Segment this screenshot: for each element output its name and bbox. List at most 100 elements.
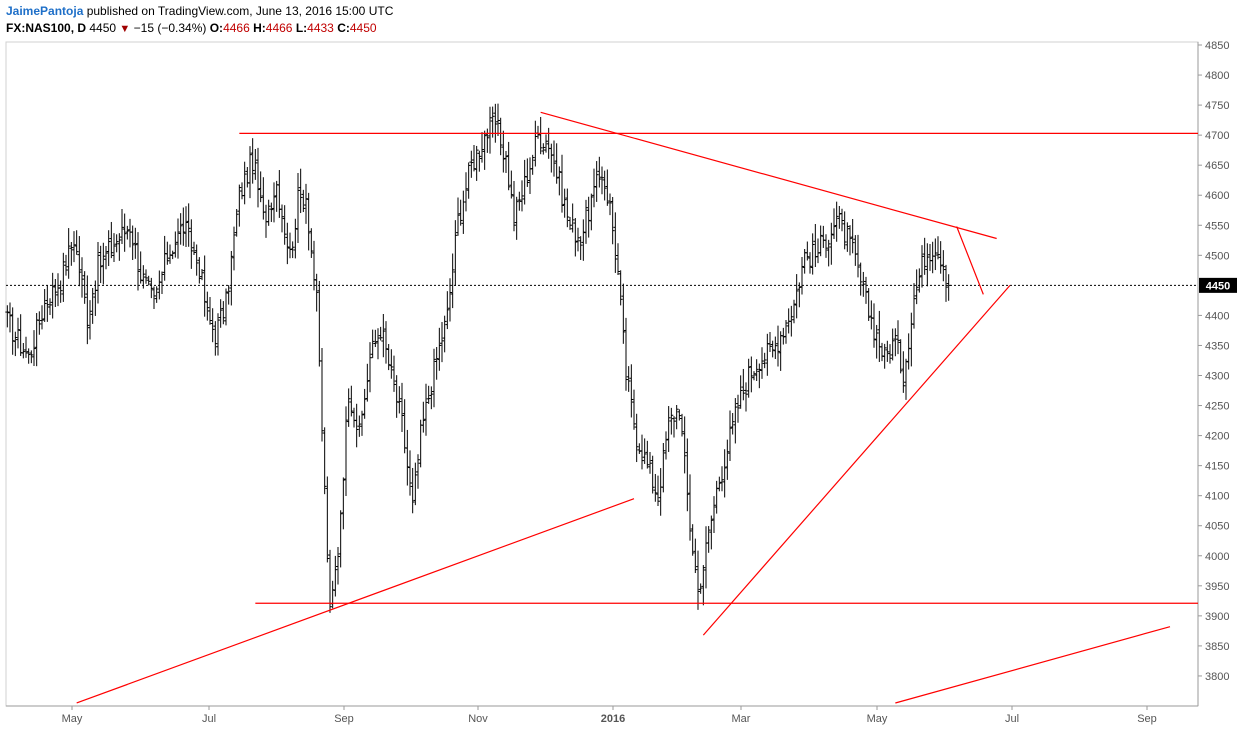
ohlc-bar [821, 225, 826, 248]
ohlc-bar [74, 230, 79, 255]
ohlc-bar [194, 244, 199, 276]
ohlc-bar [904, 358, 908, 400]
ohlc-bar [154, 286, 159, 303]
ohlc-bar [909, 312, 914, 367]
ohlc-bar [736, 394, 740, 423]
ohlc-bar [784, 320, 788, 344]
ohlc-bar [805, 241, 810, 261]
ohlc-bar [792, 299, 796, 324]
time-tick-label: Nov [468, 713, 488, 725]
price-tick-label: 4000 [1205, 551, 1229, 563]
ohlc-bar [320, 348, 324, 442]
ohlc-bar [661, 442, 666, 493]
ohlc-bar [34, 313, 39, 367]
ohlc-bar [114, 234, 119, 253]
ohlc-bar [240, 182, 244, 200]
ohlc-bar [229, 250, 234, 306]
trend-line[interactable] [956, 226, 984, 295]
ohlc-bar [66, 228, 71, 279]
author-link[interactable]: JaimePantoja [6, 4, 84, 18]
ohlc-bar [349, 385, 354, 417]
ohlc-bar [597, 156, 602, 188]
ohlc-bar [410, 467, 415, 514]
ohlc-bar [10, 307, 15, 355]
ohlc-bar [450, 253, 455, 309]
ohlc-bar [365, 363, 370, 402]
ohlc-bar [488, 106, 492, 154]
price-tick-label: 4050 [1205, 521, 1229, 533]
ohlc-bar [341, 477, 346, 530]
ohlc-bar [712, 496, 716, 533]
ohlc-bar [554, 143, 559, 184]
ohlc-bar [5, 305, 10, 328]
ohlc-bar [896, 320, 900, 355]
ohlc-bar [40, 305, 44, 330]
trend-line[interactable] [540, 111, 997, 240]
ohlc-bar [922, 237, 927, 275]
symbol-label[interactable]: FX:NAS100, D [6, 21, 87, 35]
time-tick-label: Sep [334, 713, 354, 725]
ohlc-bar [880, 342, 884, 362]
time-axis[interactable]: May Jul Sep Nov 2016 Mar May Jul Sep [62, 706, 1157, 725]
ohlc-bar [53, 278, 58, 308]
ohlc-bar [733, 398, 738, 444]
ohlc-bar [413, 462, 418, 506]
ohlc-bar [738, 375, 743, 409]
published-text: published on TradingView.com, June 13, 2… [83, 4, 394, 18]
trend-line[interactable] [895, 626, 1171, 704]
ohlc-bar [245, 167, 250, 188]
ohlc-bar [106, 230, 111, 267]
price-tick-label: 3900 [1205, 611, 1229, 623]
ohlc-bar [504, 151, 508, 173]
ohlc-bar [482, 130, 487, 170]
plot-frame [5, 41, 1199, 707]
ohlc-bar [37, 311, 42, 335]
ohlc-bar [632, 389, 636, 430]
ohlc-bar [394, 375, 399, 418]
ohlc-bar [914, 269, 919, 305]
ohlc-bar [893, 328, 898, 357]
ohlc-bar [205, 291, 210, 321]
ohlc-bar [501, 130, 506, 173]
ohlc-bar [589, 193, 594, 231]
ohlc-bar [512, 180, 516, 232]
ohlc-bar [917, 268, 922, 293]
time-tick-label: Jul [202, 713, 216, 725]
ohlc-bar [754, 359, 759, 381]
ohlc-bar [578, 236, 583, 260]
ohlc-bar [381, 313, 386, 358]
trend-line[interactable] [702, 284, 1011, 636]
ohlc-bar [816, 238, 820, 264]
price-tick-label: 4700 [1205, 130, 1229, 142]
ohlc-bar [242, 161, 247, 205]
ohlc-bar [530, 154, 535, 175]
ohlc-bar [656, 475, 660, 507]
trend-line[interactable] [76, 498, 635, 704]
ohlc-bar [376, 328, 380, 360]
ohlc-bar [938, 241, 943, 274]
price-axis[interactable]: 3800 3850 3900 3950 4000 4050 4100 4150 4200 4250… [1198, 40, 1229, 683]
ohlc-bar [266, 199, 271, 226]
ohlc-bar [837, 205, 842, 229]
ohlc-bar [669, 407, 674, 435]
ohlc-bar [125, 225, 130, 240]
trendlines[interactable] [76, 111, 1198, 704]
ohlc-bar [832, 208, 836, 240]
ohlc-bar [306, 192, 311, 251]
ohlc-bar [882, 343, 887, 369]
ohlc-bar [541, 143, 546, 155]
ohlc-bar [98, 245, 103, 284]
ohlc-bar [250, 138, 255, 184]
ohlc-bar [256, 147, 260, 208]
ohlc-bar [757, 363, 762, 389]
ohlc-bar [725, 439, 730, 480]
ohlc-bar [621, 283, 626, 344]
ohlc-bar [944, 264, 948, 302]
ohlc-bar [480, 132, 484, 163]
ohlc-bar [445, 291, 450, 330]
ohlc-bar [461, 190, 466, 234]
ohlc-bar [741, 368, 746, 401]
time-tick-label: Jul [1005, 713, 1019, 725]
ohlc-bar [389, 349, 394, 379]
